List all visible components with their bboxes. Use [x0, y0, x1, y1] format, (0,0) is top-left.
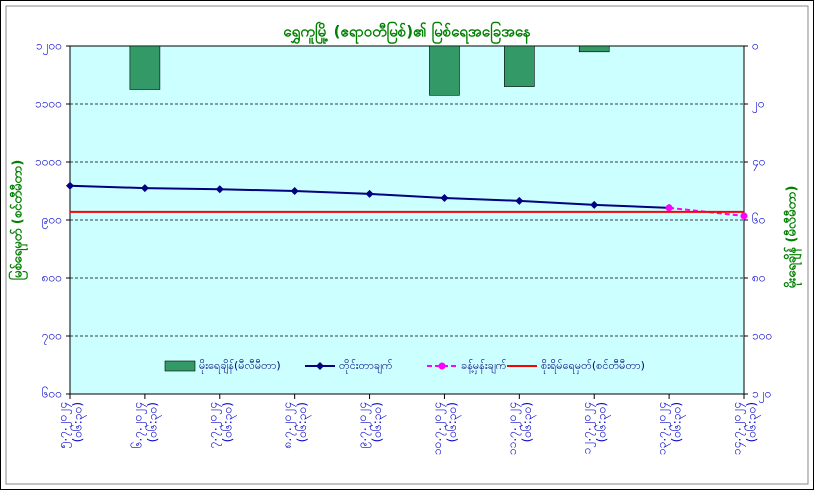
y-tick-label: ၆၀၀ — [42, 386, 62, 401]
y-tick-label: ၉၀၀ — [42, 213, 62, 230]
line-marker — [290, 187, 299, 195]
y2-axis-label: မိုးရေချိန် (မီလီမီတာ) — [783, 186, 803, 289]
y2-tick-label: ၄၀ — [752, 155, 766, 172]
line-marker — [440, 193, 449, 202]
x-tick-label: ၆.၇.၂၀၂၄ — [129, 402, 147, 448]
x-tick-label: ၈.၇.၂၀၂၄ — [280, 402, 297, 449]
x-tick-label: (၀၆:၃၀) — [669, 402, 687, 442]
plot-border — [69, 45, 745, 395]
y-tick-label: ၁၂၀၀ — [36, 39, 62, 56]
line-marker — [365, 189, 374, 198]
line-marker — [740, 212, 748, 220]
legend-label: ခန့်မှန်းချက် — [461, 359, 507, 374]
x-tick-label: (၀၆:၃၀) — [444, 402, 462, 442]
x-tick-label: (၀၆:၃၀) — [369, 402, 387, 442]
line-marker — [215, 185, 224, 194]
y2-tick-label: ၆၀ — [752, 212, 766, 227]
line — [669, 206, 745, 217]
y2-tick-label: ၁၀၀ — [752, 329, 772, 343]
legend-label: မိုးရေချိန်(မီလီမီတာ) — [199, 359, 281, 374]
x-tick-label: (၀၆:၃၀) — [594, 402, 612, 442]
line-marker — [66, 181, 74, 190]
x-tick-label: ၅.၇.၂၀၂၄ — [56, 402, 73, 448]
line-marker — [665, 204, 673, 212]
legend-swatch — [164, 360, 196, 372]
x-tick-label: ၁၄.၇.၂၀၂၄ — [730, 402, 747, 455]
bar — [429, 45, 460, 96]
y-tick-label: ၁၀၀၀ — [35, 155, 62, 169]
x-tick-label: ၁၁.၇.၂၀၂၄ — [505, 402, 522, 455]
legend-marker — [438, 362, 446, 370]
y2-tick-label: ၂၀ — [752, 97, 765, 114]
x-tick-label: (၀၆:၃၀) — [294, 402, 312, 442]
line-marker — [590, 200, 599, 209]
bar — [578, 45, 610, 53]
y2-tick-label: ၁၂၀ — [752, 387, 771, 404]
x-tick-label: (၀၆:၃၀) — [744, 402, 762, 442]
x-tick-label: ၇.၇.၂၀၂၄ — [205, 402, 222, 448]
x-tick-label: ၁၂.၇.၂၀၂၄ — [580, 402, 597, 454]
legend-label: စိုးရိမ်ရေမှတ်(စင်တီမီတာ) — [541, 359, 645, 374]
x-tick-label: ၁၃.၇.၂၀၂၄ — [655, 402, 672, 455]
chart-frame — [5, 5, 809, 485]
bar — [504, 45, 535, 87]
y-axis-label: မြစ်ရေမှတ် (စင်တီမီတာ) — [8, 160, 29, 281]
x-tick-label: (၀၆:၃၀) — [144, 402, 162, 442]
y2-tick-label: ၈၀ — [752, 271, 766, 285]
line-marker — [515, 196, 524, 205]
legend-marker — [316, 362, 324, 370]
x-tick-label: ၉.၇.၂၀၂၄ — [355, 402, 372, 448]
x-tick-label: (၀၆:၃၀) — [70, 402, 88, 442]
y-tick-label: ၈၀၀ — [42, 271, 62, 285]
y2-tick-label: ၀ — [752, 39, 759, 53]
bar — [129, 45, 161, 90]
line-marker — [140, 184, 149, 193]
x-tick-label: (၀၆:၃၀) — [519, 402, 537, 442]
legend-label: တိုင်းတာချက် — [339, 359, 393, 374]
x-tick-label: (၀၆:၃၀) — [219, 402, 237, 442]
x-tick-label: ၁၀.၇.၂၀၂၄ — [430, 402, 447, 455]
y-tick-label: ၇၀၀ — [42, 329, 62, 346]
y-tick-label: ၁၁၀၀ — [35, 97, 62, 111]
